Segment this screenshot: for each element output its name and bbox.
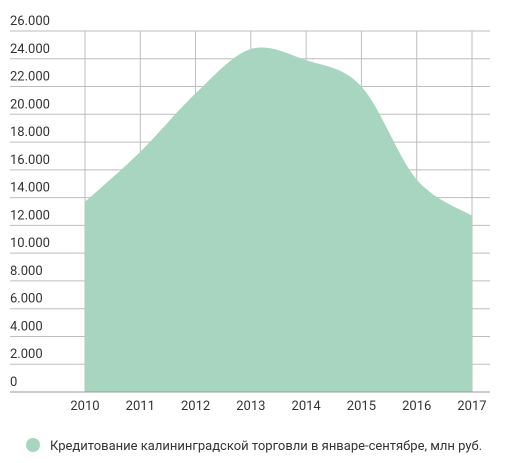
x-tick-label: 2016 bbox=[402, 399, 431, 414]
y-tick-label: 6.000 bbox=[10, 292, 43, 307]
legend-marker bbox=[26, 438, 40, 452]
x-tick-label: 2010 bbox=[70, 399, 99, 414]
y-tick-label: 0 bbox=[10, 375, 17, 390]
y-tick-label: 16.000 bbox=[10, 153, 50, 168]
x-tick-label: 2017 bbox=[457, 399, 486, 414]
y-tick-label: 10.000 bbox=[10, 236, 50, 251]
y-tick-label: 18.000 bbox=[10, 125, 50, 140]
x-tick-label: 2013 bbox=[236, 399, 265, 414]
y-tick-label: 4.000 bbox=[10, 319, 43, 334]
x-tick-label: 2015 bbox=[347, 399, 376, 414]
area bbox=[85, 47, 472, 393]
y-tick-label: 24.000 bbox=[10, 42, 50, 57]
y-tick-label: 26.000 bbox=[10, 14, 50, 29]
y-tick-label: 22.000 bbox=[10, 70, 50, 85]
x-tick-label: 2014 bbox=[292, 399, 322, 414]
x-tick-label: 2012 bbox=[181, 399, 210, 414]
x-tick-label: 2011 bbox=[126, 399, 155, 414]
y-tick-label: 14.000 bbox=[10, 181, 50, 196]
y-tick-label: 20.000 bbox=[10, 97, 50, 112]
legend-label: Кредитование калининградской торговли в … bbox=[50, 439, 482, 454]
y-tick-label: 2.000 bbox=[10, 347, 43, 362]
y-tick-label: 8.000 bbox=[10, 264, 43, 279]
y-tick-label: 12.000 bbox=[10, 208, 50, 223]
